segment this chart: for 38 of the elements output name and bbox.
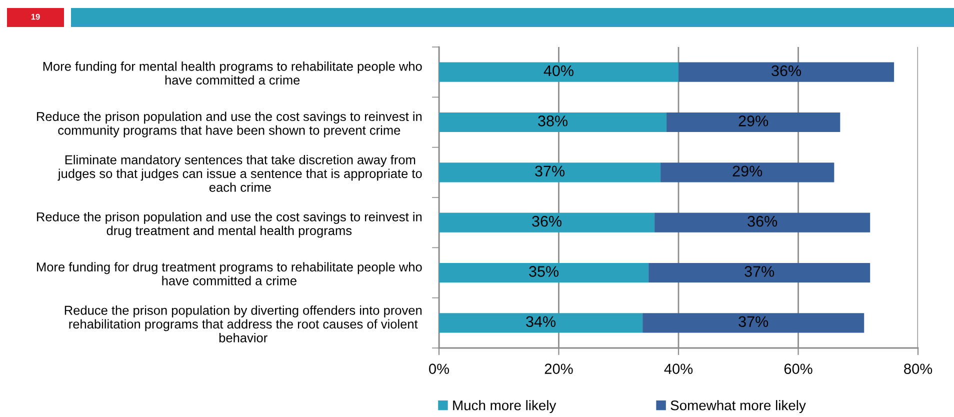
- legend-label: Much more likely: [453, 400, 556, 414]
- data-label: 37%: [744, 266, 774, 277]
- data-label: 36%: [532, 216, 562, 227]
- x-tick-label: 40%: [664, 364, 693, 374]
- bar: [439, 262, 649, 283]
- bar: [654, 212, 870, 232]
- bar: [439, 313, 643, 333]
- data-label: 37%: [738, 316, 768, 328]
- y-tick-label: Reduce the prison population and use the cost savings to reinvest in drug treatment and mental health programs: [36, 212, 422, 238]
- x-tick-label: 60%: [784, 364, 812, 374]
- data-label: 29%: [732, 166, 762, 177]
- bar: [439, 212, 655, 232]
- data-label: 36%: [748, 216, 778, 227]
- data-label: 40%: [544, 65, 574, 76]
- data-label: 35%: [529, 266, 559, 277]
- bar: [642, 313, 864, 333]
- bar: [439, 162, 661, 182]
- x-tick-label: 0%: [429, 364, 450, 374]
- y-tick-label: Eliminate mandatory sentences that take discretion away from judges so that judges can issue a sentence that is appropriate to each crime: [58, 154, 422, 192]
- data-label: 34%: [526, 316, 556, 328]
- x-tick-label: 20%: [544, 364, 573, 374]
- bar: [439, 112, 667, 132]
- y-tick-label: Reduce the prison population and use the cost savings to reinvest in community programs that have been shown to prevent crime: [36, 112, 422, 138]
- data-label: 38%: [538, 116, 568, 126]
- x-tick-label: 80%: [904, 364, 932, 374]
- text: 19: [31, 14, 40, 20]
- bar: [439, 62, 678, 82]
- data-label: 37%: [535, 166, 565, 177]
- y-tick-label: More funding for drug treatment programs to rehabilitate people who have committed a crime: [37, 262, 422, 286]
- data-label: 36%: [772, 65, 802, 76]
- legend-label: Somewhat more likely: [670, 400, 806, 414]
- bar: [678, 62, 894, 82]
- y-tick-label: More funding for mental health programs to rehabilitate people who have committed a crime: [43, 62, 422, 85]
- bar: [648, 262, 870, 283]
- bar: [660, 162, 834, 182]
- bar: [666, 112, 840, 132]
- y-tick-label: Reduce the prison population by diverting offenders into proven rehabilitation programs that address the root causes of violent behavior: [64, 305, 422, 342]
- data-label: 29%: [738, 116, 768, 126]
